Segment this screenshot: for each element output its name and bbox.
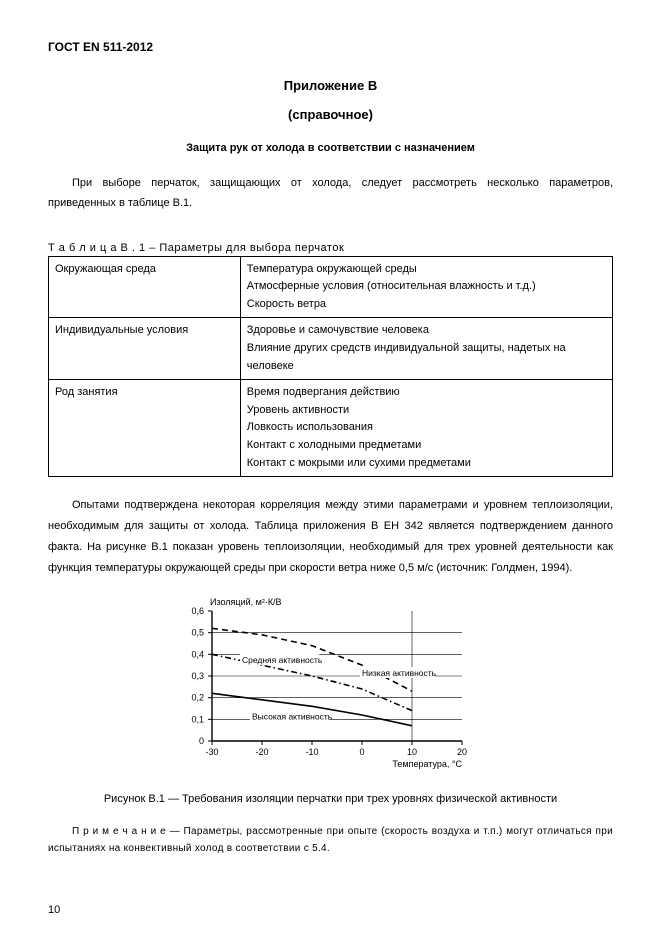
appendix-title: Приложение В: [48, 78, 613, 93]
reference-label: (справочное): [48, 107, 613, 122]
svg-text:0,2: 0,2: [191, 692, 204, 702]
svg-text:Средняя активность: Средняя активность: [242, 655, 323, 665]
svg-text:0: 0: [359, 747, 364, 757]
intro-paragraph: При выборе перчаток, защищающих от холод…: [48, 174, 613, 214]
table-row: Индивидуальные условияЗдоровье и самочув…: [49, 318, 613, 380]
svg-text:Низкая активность: Низкая активность: [362, 668, 437, 678]
page: ГОСТ EN 511-2012 Приложение В (справочно…: [0, 0, 661, 936]
table-caption: Т а б л и ц а В . 1 – Параметры для выбо…: [48, 242, 613, 254]
figure-caption: Рисунок В.1 — Требования изоляции перчат…: [48, 793, 613, 805]
svg-text:Высокая активность: Высокая активность: [252, 711, 333, 721]
svg-text:0,3: 0,3: [191, 671, 204, 681]
svg-text:Изоляций, м²·К/В: Изоляций, м²·К/В: [210, 597, 282, 607]
svg-text:0,1: 0,1: [191, 714, 204, 724]
svg-text:0: 0: [198, 736, 203, 746]
table-cell-category: Окружающая среда: [49, 256, 241, 318]
insulation-chart: Изоляций, м²·К/В 0 0,1 0,2 0,3 0,4 0,5 0,6 -30 -2…: [166, 593, 496, 773]
svg-text:-30: -30: [205, 747, 218, 757]
table-row: Окружающая средаТемпература окружающей с…: [49, 256, 613, 318]
svg-text:10: 10: [406, 747, 416, 757]
svg-text:0,5: 0,5: [191, 627, 204, 637]
page-number: 10: [48, 904, 60, 916]
table-row: Род занятияВремя подвергания действиюУро…: [49, 380, 613, 477]
svg-text:20: 20: [456, 747, 466, 757]
table-cell-params: Здоровье и самочувствие человекаВлияние …: [240, 318, 612, 380]
svg-text:0,4: 0,4: [191, 649, 204, 659]
svg-text:Температура, °С: Температура, °С: [392, 759, 462, 769]
table-cell-params: Время подвергания действиюУровень активн…: [240, 380, 612, 477]
table-cell-category: Индивидуальные условия: [49, 318, 241, 380]
svg-text:-20: -20: [255, 747, 268, 757]
mid-paragraph: Опытами подтверждена некоторая корреляци…: [48, 495, 613, 579]
svg-text:-10: -10: [305, 747, 318, 757]
table-cell-params: Температура окружающей средыАтмосферные …: [240, 256, 612, 318]
section-heading: Защита рук от холода в соответствии с на…: [48, 142, 613, 154]
doc-header: ГОСТ EN 511-2012: [48, 40, 613, 54]
note-paragraph: П р и м е ч а н и е — Параметры, рассмот…: [48, 823, 613, 857]
chart-container: Изоляций, м²·К/В 0 0,1 0,2 0,3 0,4 0,5 0,6 -30 -2…: [48, 593, 613, 773]
table-cell-category: Род занятия: [49, 380, 241, 477]
svg-text:0,6: 0,6: [191, 606, 204, 616]
parameters-table: Окружающая средаТемпература окружающей с…: [48, 256, 613, 478]
